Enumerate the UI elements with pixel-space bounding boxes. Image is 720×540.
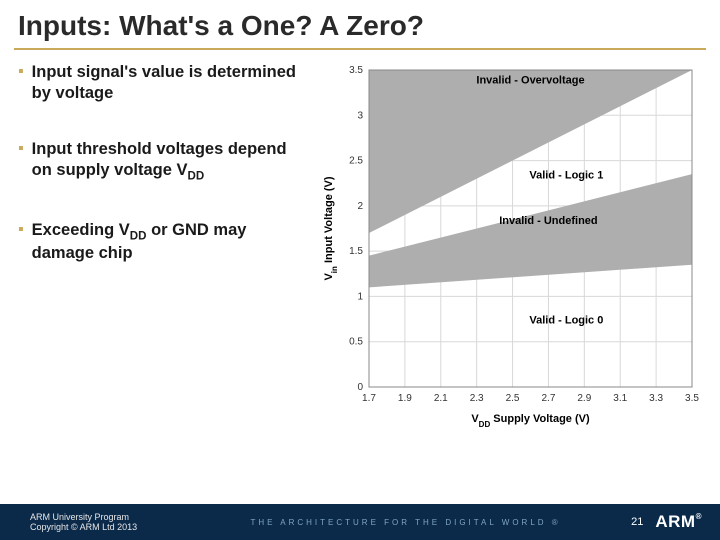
svg-text:VDD Supply Voltage (V): VDD Supply Voltage (V) xyxy=(471,413,590,429)
svg-text:2.1: 2.1 xyxy=(434,393,448,404)
bullet-item: ▪ Exceeding VDD or GND may damage chip xyxy=(18,220,310,264)
svg-text:3.3: 3.3 xyxy=(649,393,663,404)
svg-text:Invalid - Undefined: Invalid - Undefined xyxy=(499,215,597,227)
svg-text:2.5: 2.5 xyxy=(506,393,520,404)
bullet-text: Exceeding VDD or GND may damage chip xyxy=(32,220,310,264)
content-row: ▪ Input signal's value is determined by … xyxy=(0,50,720,432)
svg-text:3.1: 3.1 xyxy=(613,393,627,404)
svg-text:1.7: 1.7 xyxy=(362,393,376,404)
svg-text:3.5: 3.5 xyxy=(349,65,363,76)
svg-text:Vin Input Voltage (V): Vin Input Voltage (V) xyxy=(323,176,339,280)
svg-text:0.5: 0.5 xyxy=(349,337,363,348)
bullet-square-icon: ▪ xyxy=(18,139,24,160)
svg-text:Valid - Logic 1: Valid - Logic 1 xyxy=(529,170,603,182)
svg-text:1: 1 xyxy=(357,291,363,302)
bullet-square-icon: ▪ xyxy=(18,62,24,83)
svg-text:2.5: 2.5 xyxy=(349,156,363,167)
svg-text:3: 3 xyxy=(357,110,363,121)
svg-text:2.3: 2.3 xyxy=(470,393,484,404)
bullet-text: Input signal's value is determined by vo… xyxy=(32,62,310,103)
chart-svg: 0 0.5 1 1.5 2 2.5 3 3.5 1.7 1.9 2.1 2.3 2.5 2.7 2.9 3.1… xyxy=(314,62,704,432)
arm-logo: ARM® xyxy=(655,512,702,532)
bullet-text: Input threshold voltages depend on suppl… xyxy=(32,139,310,183)
bullet-item: ▪ Input threshold voltages depend on sup… xyxy=(18,139,310,183)
svg-text:2.7: 2.7 xyxy=(541,393,555,404)
svg-text:0: 0 xyxy=(357,382,363,393)
voltage-threshold-chart: 0 0.5 1 1.5 2 2.5 3 3.5 1.7 1.9 2.1 2.3 2.5 2.7 2.9 3.1… xyxy=(314,62,704,432)
footer-attribution: ARM University Program Copyright © ARM L… xyxy=(0,512,180,533)
slide-title: Inputs: What's a One? A Zero? xyxy=(0,0,720,48)
footer-line2: Copyright © ARM Ltd 2013 xyxy=(30,522,180,532)
slide-footer: ARM University Program Copyright © ARM L… xyxy=(0,504,720,540)
svg-text:2: 2 xyxy=(357,201,363,212)
svg-text:3.5: 3.5 xyxy=(685,393,699,404)
bullet-list: ▪ Input signal's value is determined by … xyxy=(10,62,310,432)
footer-line1: ARM University Program xyxy=(30,512,180,522)
svg-text:Valid - Logic 0: Valid - Logic 0 xyxy=(529,315,603,327)
svg-text:1.5: 1.5 xyxy=(349,246,363,257)
svg-text:1.9: 1.9 xyxy=(398,393,412,404)
page-number: 21 xyxy=(631,516,643,528)
footer-tagline: THE ARCHITECTURE FOR THE DIGITAL WORLD ® xyxy=(180,518,631,527)
bullet-square-icon: ▪ xyxy=(18,220,24,241)
svg-text:Invalid - Overvoltage: Invalid - Overvoltage xyxy=(476,75,584,87)
bullet-item: ▪ Input signal's value is determined by … xyxy=(18,62,310,103)
svg-text:2.9: 2.9 xyxy=(577,393,591,404)
